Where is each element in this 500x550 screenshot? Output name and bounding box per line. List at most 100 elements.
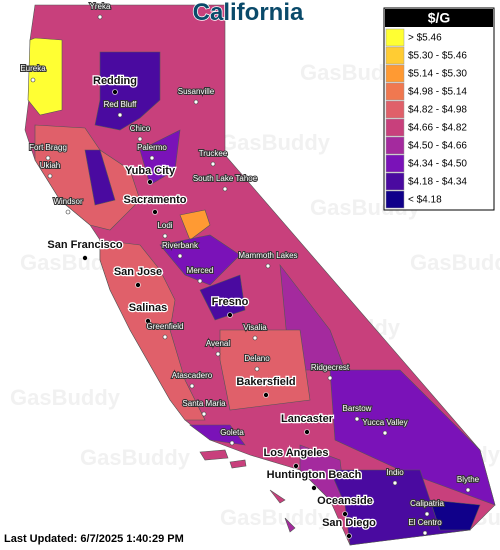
major-city-label: Salinas: [129, 302, 168, 314]
major-city-dot: [311, 485, 317, 491]
city-label: El Centro: [408, 518, 442, 527]
region: [159, 234, 241, 286]
region: [27, 37, 63, 116]
city-dot: [177, 253, 183, 259]
major-city-dot: [82, 255, 88, 261]
city-label: Atascadero: [172, 371, 213, 380]
city-dot: [265, 263, 271, 269]
major-city-dot: [263, 392, 269, 398]
last-updated: Last Updated: 6/7/2025 1:40:29 PM: [4, 533, 184, 545]
city-dot: [137, 136, 143, 142]
city-label: Red Bluff: [104, 100, 138, 109]
legend-swatch: [385, 118, 405, 137]
city-dot: [149, 155, 155, 161]
city-dot: [65, 209, 71, 215]
legend-label: $4.34 - $4.50: [408, 159, 467, 170]
legend-swatch: [385, 100, 405, 119]
region: [299, 444, 346, 501]
city-dot: [422, 530, 428, 536]
city-dot: [117, 112, 123, 118]
legend-label: $4.18 - $4.34: [408, 177, 467, 188]
major-city-dot: [227, 312, 233, 318]
city-label: Palermo: [137, 143, 167, 152]
city-dot: [254, 366, 260, 372]
city-dot: [30, 77, 36, 83]
city-label: Avenal: [206, 339, 231, 348]
major-city-label: San Francisco: [47, 239, 122, 251]
city-dot: [424, 511, 430, 517]
city-label: South Lake Tahoe: [193, 174, 258, 183]
city-label: Delano: [244, 354, 270, 363]
city-dot: [47, 173, 53, 179]
legend-label: > $5.46: [408, 33, 442, 44]
legend-swatch: [385, 172, 405, 191]
city-label: Yreka: [90, 2, 111, 11]
major-city-dot: [152, 209, 158, 215]
city-dot: [193, 99, 199, 105]
city-dot: [382, 430, 388, 436]
city-label: Fort Bragg: [29, 143, 67, 152]
major-city-dot: [346, 533, 352, 539]
legend-swatch: [385, 136, 405, 155]
city-dot: [97, 14, 103, 20]
legend-label: $4.50 - $4.66: [408, 141, 467, 152]
city-label: Ridgecrest: [311, 363, 350, 372]
legend-label: $4.66 - $4.82: [408, 123, 467, 134]
major-city-dot: [147, 179, 153, 185]
legend-header: [385, 9, 493, 27]
city-dot: [162, 334, 168, 340]
city-dot: [215, 351, 221, 357]
major-city-dot: [304, 429, 310, 435]
major-city-dot: [293, 463, 299, 469]
region: [189, 424, 246, 446]
city-label: Ukiah: [40, 161, 60, 170]
region: [34, 124, 141, 231]
island: [199, 449, 229, 461]
major-city-label: Los Angeles: [264, 447, 329, 459]
city-label: Merced: [187, 266, 214, 275]
region: [94, 51, 161, 131]
watermark: GasBuddy: [10, 385, 121, 410]
legend-swatch: [385, 64, 405, 83]
city-label: Calipatria: [410, 499, 444, 508]
city-dot: [222, 186, 228, 192]
watermark: GasBuddy: [410, 250, 500, 275]
island: [269, 489, 286, 504]
city-dot: [465, 487, 471, 493]
legend-label: $5.14 - $5.30: [408, 69, 467, 80]
city-label: Indio: [386, 468, 404, 477]
city-dot: [45, 155, 51, 161]
major-city-label: Fresno: [212, 296, 249, 308]
watermark: GasBuddy: [220, 505, 331, 530]
major-city-label: Huntington Beach: [267, 469, 362, 481]
legend-swatch: [385, 82, 405, 101]
city-label: Visalia: [243, 323, 267, 332]
region: [84, 149, 116, 206]
major-city-dot: [342, 511, 348, 517]
legend-label: < $4.18: [408, 195, 442, 206]
city-dot: [354, 416, 360, 422]
city-label: Eureka: [20, 64, 46, 73]
legend-title: $/G: [428, 10, 451, 26]
city-dot: [229, 440, 235, 446]
legend-swatch: [385, 46, 405, 65]
island: [284, 517, 296, 533]
major-city-dot: [135, 282, 141, 288]
major-city-label: San Diego: [322, 517, 376, 529]
city-dot: [252, 335, 258, 341]
region: [429, 499, 481, 531]
legend-swatch: [385, 190, 405, 209]
island: [229, 459, 247, 469]
major-city-label: Yuba City: [125, 165, 176, 177]
map-title: California: [193, 0, 304, 26]
major-city-dot: [145, 318, 151, 324]
city-label: Blythe: [457, 475, 480, 484]
legend-label: $5.30 - $5.46: [408, 51, 467, 62]
region: [139, 129, 181, 186]
city-label: Windsor: [53, 197, 83, 206]
city-label: Mammoth Lakes: [238, 251, 297, 260]
city-dot: [162, 233, 168, 239]
major-city-dot: [112, 89, 118, 95]
city-label: Chico: [130, 124, 151, 133]
